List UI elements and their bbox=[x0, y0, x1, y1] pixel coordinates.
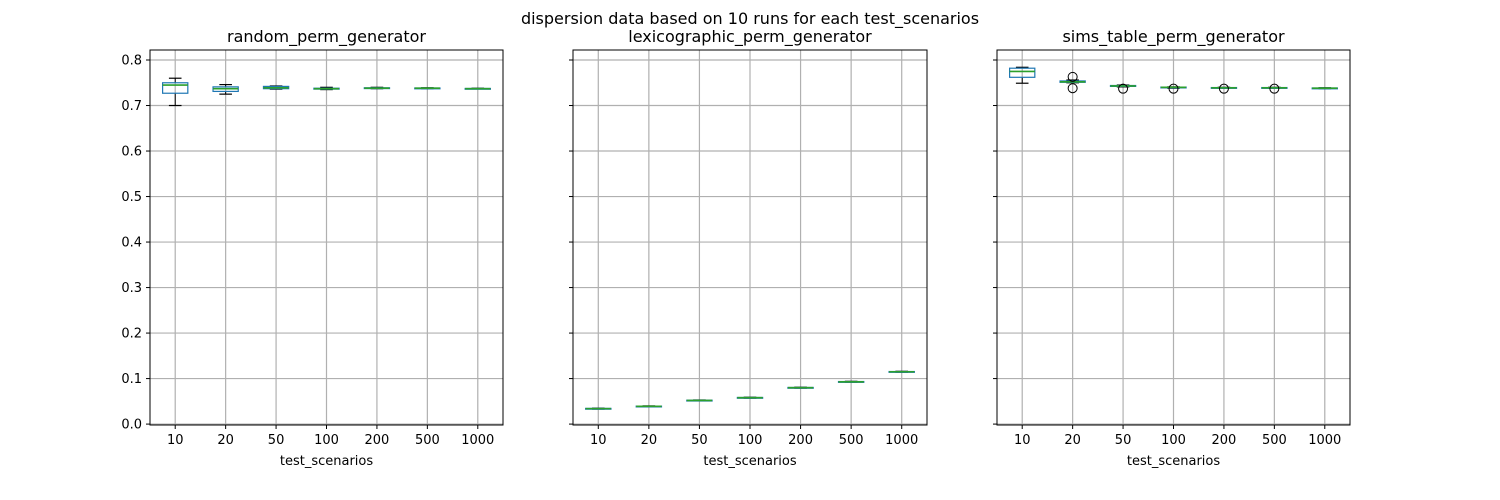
panel-title: sims_table_perm_generator bbox=[1062, 27, 1285, 47]
x-tick-label: 200 bbox=[1212, 433, 1237, 448]
box-plot bbox=[414, 87, 441, 90]
y-tick-label: 0.6 bbox=[121, 145, 142, 160]
grid-lines bbox=[997, 50, 1350, 425]
flier-point bbox=[1118, 83, 1129, 94]
y-tick-label: 0.1 bbox=[121, 372, 142, 387]
x-tick-label: 50 bbox=[691, 433, 708, 448]
box-plot bbox=[363, 86, 391, 90]
box-plot bbox=[1109, 83, 1137, 94]
box-plot bbox=[635, 405, 663, 408]
panel-title: random_perm_generator bbox=[227, 27, 426, 47]
box-plot bbox=[585, 407, 612, 410]
box-plot bbox=[262, 85, 290, 90]
panel-lexicographic-perm-generator: lexicographic_perm_generator test_scenar… bbox=[569, 27, 928, 469]
y-tick-label: 0.5 bbox=[121, 190, 142, 205]
box-plot bbox=[1059, 71, 1086, 94]
panel-sims-table-perm-generator: sims_table_perm_generator test_scenarios… bbox=[993, 27, 1351, 469]
box-iqr bbox=[1009, 67, 1036, 78]
y-tick-label: 0.0 bbox=[121, 418, 142, 433]
figure-suptitle: dispersion data based on 10 runs for eac… bbox=[521, 9, 979, 29]
y-tick-label: 0.8 bbox=[121, 54, 142, 69]
axes-frame bbox=[996, 49, 1351, 426]
x-tick-label: 50 bbox=[268, 433, 285, 448]
flier-point bbox=[1168, 83, 1179, 94]
x-tick-label: 20 bbox=[1064, 433, 1081, 448]
x-tick-label: 10 bbox=[1014, 433, 1031, 448]
panel-title: lexicographic_perm_generator bbox=[628, 27, 872, 47]
box-plot bbox=[1009, 66, 1036, 84]
x-tick-label: 500 bbox=[415, 433, 440, 448]
y-tick-label: 0.2 bbox=[121, 327, 142, 342]
y-tick-label: 0.3 bbox=[121, 281, 142, 296]
x-tick-label: 10 bbox=[590, 433, 607, 448]
axes-frame bbox=[149, 49, 504, 426]
x-tick-label: 1000 bbox=[1308, 433, 1341, 448]
x-tick-label: 100 bbox=[738, 433, 763, 448]
y-tick-label: 0.7 bbox=[121, 99, 142, 114]
flier-point bbox=[1269, 83, 1280, 94]
x-tick-label: 50 bbox=[1115, 433, 1132, 448]
box-plot bbox=[888, 370, 915, 373]
x-tick-label: 1000 bbox=[885, 433, 918, 448]
box-iqr bbox=[162, 82, 189, 94]
x-tick-label: 500 bbox=[1262, 433, 1287, 448]
x-axis-label: test_scenarios bbox=[1127, 454, 1220, 469]
grid-lines bbox=[150, 50, 503, 425]
box-plot bbox=[787, 386, 814, 389]
flier-point bbox=[1218, 83, 1229, 94]
x-tick-label: 20 bbox=[641, 433, 658, 448]
box-plot bbox=[837, 380, 865, 383]
box-plot bbox=[464, 87, 491, 90]
x-tick-label: 10 bbox=[167, 433, 184, 448]
box-plot bbox=[162, 77, 189, 107]
box-plot bbox=[686, 399, 713, 402]
x-tick-label: 200 bbox=[788, 433, 813, 448]
box-plot bbox=[1261, 83, 1288, 94]
x-tick-label: 20 bbox=[217, 433, 234, 448]
box-plot bbox=[736, 396, 764, 399]
flier-point bbox=[1067, 83, 1078, 94]
panel-random-perm-generator: random_perm_generator test_scenarios 0.0… bbox=[121, 27, 504, 469]
x-tick-label: 100 bbox=[314, 433, 339, 448]
x-tick-label: 1000 bbox=[461, 433, 494, 448]
box-plot bbox=[1210, 83, 1238, 94]
grid-lines bbox=[573, 50, 927, 425]
box-plot bbox=[1311, 87, 1338, 90]
axes-frame bbox=[572, 49, 928, 426]
box-plot bbox=[212, 83, 239, 95]
x-tick-label: 500 bbox=[839, 433, 864, 448]
y-tick-label: 0.4 bbox=[121, 236, 142, 251]
box-plot bbox=[313, 86, 340, 91]
x-axis-label: test_scenarios bbox=[703, 454, 796, 469]
x-axis-label: test_scenarios bbox=[280, 454, 373, 469]
flier-point bbox=[1067, 71, 1078, 82]
x-tick-label: 100 bbox=[1161, 433, 1186, 448]
x-tick-label: 200 bbox=[365, 433, 390, 448]
box-plot bbox=[1160, 83, 1187, 94]
